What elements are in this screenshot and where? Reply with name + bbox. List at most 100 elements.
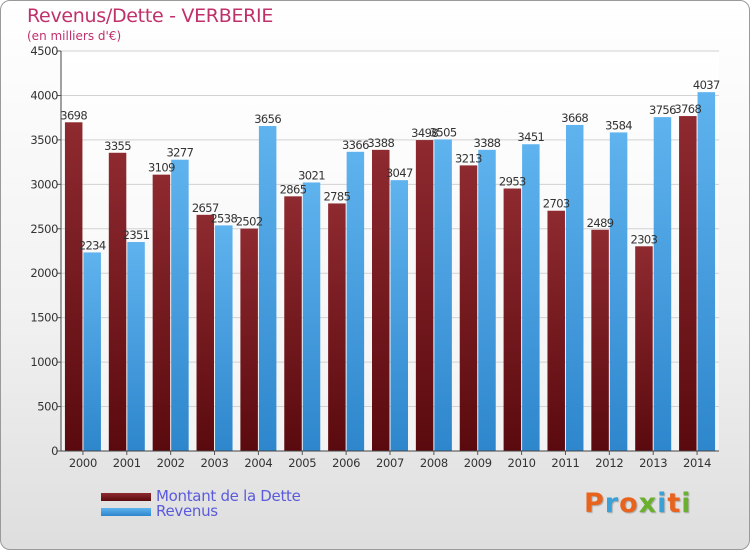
bar-debt	[152, 174, 171, 451]
bar-revenus	[258, 126, 277, 452]
y-tick-label: 3000	[30, 177, 58, 191]
bar-revenus	[83, 252, 101, 451]
y-tick-label: 1500	[30, 311, 58, 325]
data-label-debt: 2657	[192, 201, 219, 215]
data-label-debt: 2785	[323, 189, 350, 203]
bar-revenus	[390, 180, 408, 451]
bar-debt	[415, 140, 434, 452]
legend-label-debt: Montant de la Dette	[156, 487, 301, 505]
bar-revenus	[522, 144, 540, 451]
proxiti-logo: Proxiti	[584, 488, 692, 519]
legend-label-revenus: Revenus	[156, 502, 218, 520]
bar-debt	[240, 228, 258, 451]
bar-debt	[64, 122, 83, 452]
data-label-debt: 3213	[455, 151, 482, 165]
data-label-revenus: 2234	[79, 238, 106, 252]
logo-letter: r	[604, 488, 620, 519]
bar-revenus	[478, 149, 496, 451]
y-tick-label: 3500	[30, 133, 58, 147]
bar-debt	[459, 165, 478, 451]
bar-debt	[635, 246, 653, 451]
data-label-revenus: 4037	[693, 78, 720, 92]
data-label-revenus: 3366	[342, 138, 369, 152]
bar-revenus	[565, 124, 584, 451]
data-label-revenus: 3047	[386, 166, 413, 180]
logo-letter: t	[667, 488, 682, 519]
x-tick-label: 2006	[332, 456, 360, 470]
data-label-revenus: 3451	[517, 130, 544, 144]
legend-swatch-revenus	[101, 508, 151, 516]
x-tick-label: 2005	[288, 456, 316, 470]
bar-revenus	[609, 132, 628, 451]
bar-debt	[679, 116, 697, 452]
data-label-revenus: 3584	[605, 118, 632, 132]
legend-swatch-debt	[101, 493, 151, 501]
y-tick-label: 4500	[30, 44, 58, 58]
data-label-revenus: 3388	[474, 136, 501, 150]
bar-debt	[284, 196, 302, 451]
data-label-revenus: 2351	[123, 228, 150, 242]
bar-revenus	[346, 151, 365, 452]
x-tick-label: 2011	[551, 456, 579, 470]
x-tick-label: 2001	[113, 456, 141, 470]
x-tick-label: 2003	[200, 456, 228, 470]
data-label-debt: 3109	[148, 161, 175, 175]
x-tick-label: 2002	[157, 456, 185, 470]
data-label-debt: 2489	[587, 216, 614, 230]
bar-revenus	[127, 242, 145, 451]
data-label-revenus: 2538	[210, 211, 237, 225]
y-tick-label: 0	[51, 444, 58, 458]
data-label-debt: 2865	[280, 182, 307, 196]
data-label-debt: 2303	[631, 232, 658, 246]
x-tick-label: 2000	[69, 456, 97, 470]
x-tick-label: 2014	[683, 456, 711, 470]
bar-revenus	[215, 225, 233, 451]
x-tick-label: 2004	[244, 456, 272, 470]
y-tick-label: 2500	[30, 222, 58, 236]
bar-revenus	[434, 139, 452, 451]
data-label-debt: 3498	[411, 126, 438, 140]
data-label-revenus: 3756	[649, 103, 676, 117]
bar-revenus	[653, 117, 672, 451]
data-label-debt: 3698	[60, 108, 87, 122]
data-label-revenus: 3656	[254, 112, 281, 126]
logo-letter: o	[619, 488, 639, 519]
data-label-debt: 2502	[236, 215, 263, 229]
logo-letter: i	[657, 488, 668, 519]
plot-area	[61, 51, 719, 451]
data-label-debt: 2953	[499, 175, 526, 189]
data-label-debt: 3388	[367, 136, 394, 150]
bar-debt	[591, 229, 609, 451]
x-tick-label: 2009	[464, 456, 492, 470]
data-label-debt: 3768	[674, 102, 701, 116]
x-tick-label: 2010	[508, 456, 536, 470]
chart-subtitle: (en milliers d'€)	[27, 29, 122, 43]
data-label-debt: 3355	[104, 139, 131, 153]
data-label-debt: 2703	[543, 197, 570, 211]
bar-debt	[196, 214, 215, 451]
data-label-revenus: 3505	[430, 125, 457, 139]
x-tick-label: 2008	[420, 456, 448, 470]
y-tick-label: 4000	[30, 88, 58, 102]
bar-debt	[328, 203, 346, 451]
chart-title: Revenus/Dette - VERBERIE	[27, 5, 274, 27]
bar-revenus	[302, 182, 321, 451]
y-tick-label: 1000	[30, 355, 58, 369]
logo-letter: i	[681, 488, 692, 519]
x-tick-label: 2012	[595, 456, 623, 470]
bar-debt	[108, 152, 127, 451]
bar-revenus	[697, 92, 716, 452]
y-tick-label: 2000	[30, 266, 58, 280]
bar-debt	[503, 188, 522, 451]
y-tick-label: 500	[37, 400, 58, 414]
data-label-revenus: 3668	[561, 111, 588, 125]
logo-letter: P	[584, 488, 605, 519]
x-tick-label: 2013	[639, 456, 667, 470]
bar-debt	[547, 210, 565, 451]
data-label-revenus: 3277	[166, 146, 193, 160]
bar-debt	[372, 149, 390, 451]
data-label-revenus: 3021	[298, 168, 325, 182]
bar-revenus	[171, 159, 189, 451]
